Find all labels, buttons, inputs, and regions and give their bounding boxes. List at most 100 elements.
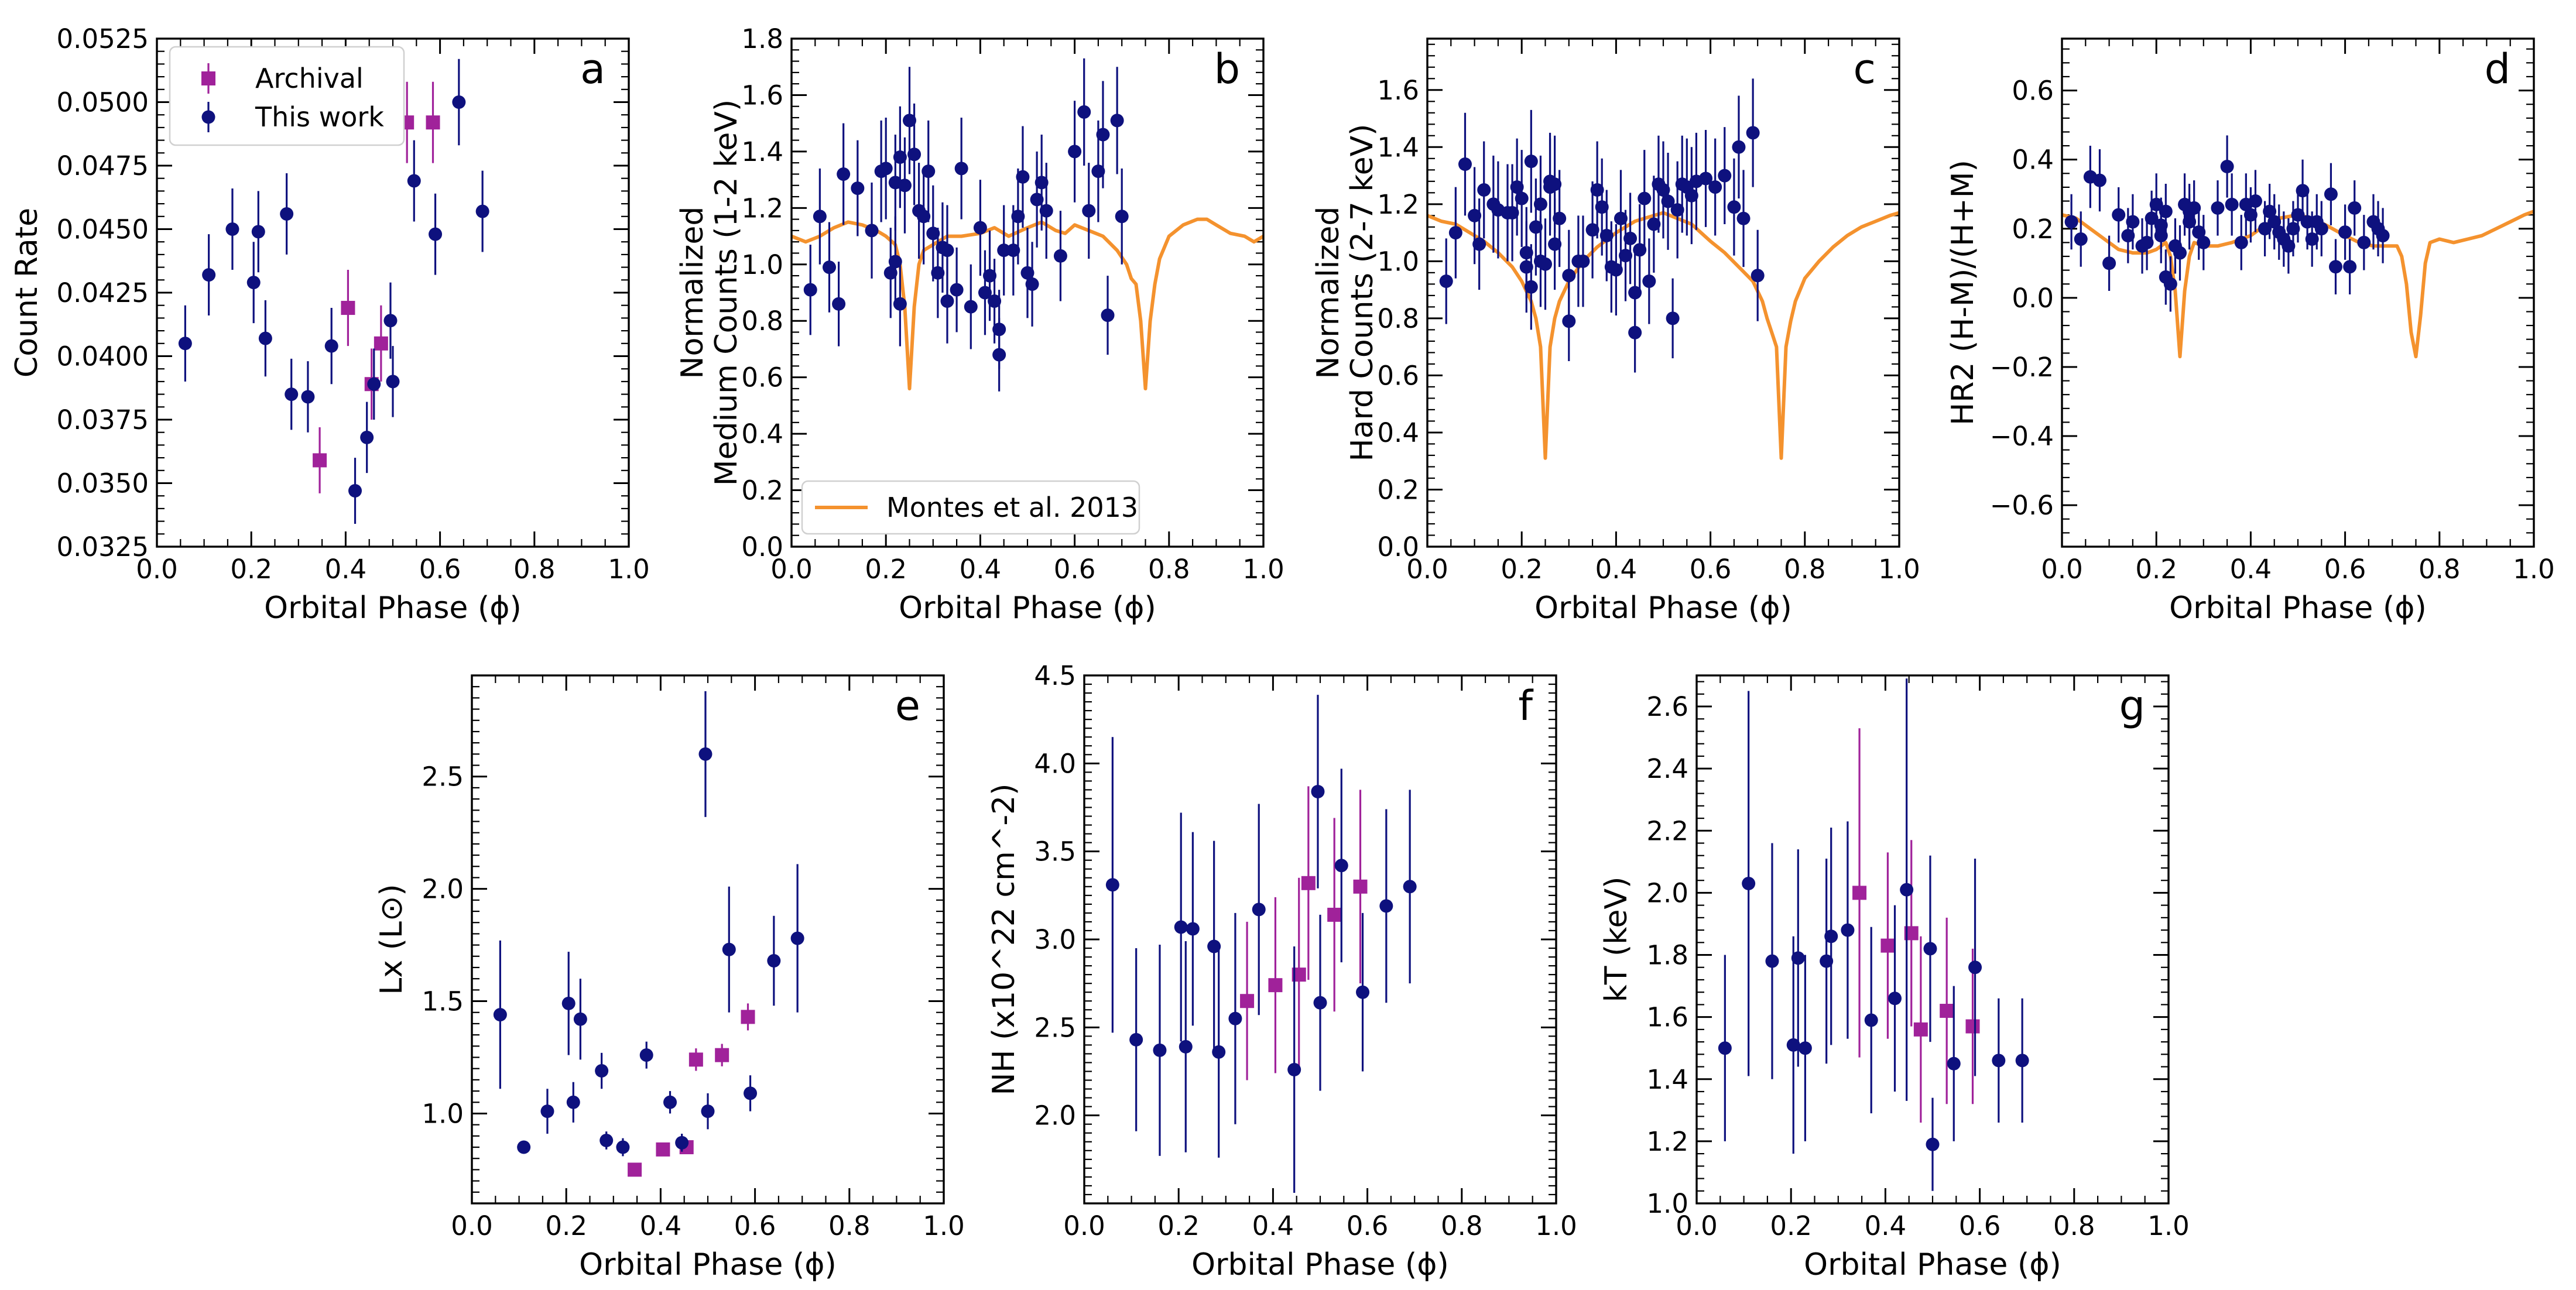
- this-work-point: [1864, 1013, 1878, 1027]
- this-work-point: [1585, 223, 1599, 237]
- this-work-point: [1727, 200, 1741, 214]
- x-axis-label: Orbital Phase (ϕ): [1534, 591, 1792, 626]
- panel-g-data: [1718, 678, 2029, 1191]
- y-tick-label: 0.0350: [57, 468, 149, 499]
- x-tick-label: 0.0: [1063, 1210, 1105, 1241]
- this-work-point: [1025, 277, 1039, 291]
- this-work-point: [2286, 222, 2300, 236]
- panel-b-frame: [790, 37, 1265, 548]
- this-work-point: [2192, 225, 2206, 239]
- y-tick-label: 1.5: [422, 986, 464, 1017]
- this-work-point: [2145, 211, 2159, 225]
- this-work-point: [1947, 1056, 1961, 1071]
- panel-label: g: [2119, 682, 2145, 730]
- this-work-point: [2343, 260, 2357, 274]
- y-tick-label: −0.2: [1990, 352, 2054, 383]
- this-work-point: [1548, 237, 1562, 251]
- y-tick-label: 0.0425: [57, 277, 149, 308]
- this-work-point: [1458, 157, 1472, 171]
- x-tick-label: 0.4: [960, 554, 1002, 585]
- this-work-point: [2154, 229, 2168, 243]
- archival-point: [1240, 994, 1255, 1008]
- x-tick-label: 0.6: [1347, 1210, 1389, 1241]
- this-work-point: [663, 1095, 677, 1109]
- this-work-point: [767, 953, 781, 968]
- this-work-point: [2314, 222, 2328, 236]
- legend-box: [169, 46, 405, 146]
- x-axis-label: Orbital Phase (ϕ): [2169, 591, 2427, 626]
- this-work-point: [1179, 1039, 1193, 1054]
- panel-c-frame: [1426, 37, 1900, 548]
- this-work-point: [561, 996, 576, 1010]
- this-work-point: [917, 210, 931, 224]
- y-tick-label: 1.0: [422, 1098, 464, 1129]
- y-tick-label: 0.0475: [57, 150, 149, 181]
- this-work-point: [1562, 269, 1576, 283]
- this-work-point: [2112, 208, 2126, 222]
- this-work-point: [1590, 183, 1604, 197]
- x-tick-label: 0.2: [865, 554, 907, 585]
- this-work-point: [813, 210, 827, 224]
- this-work-point: [2187, 201, 2201, 215]
- this-work-point: [2173, 246, 2187, 260]
- this-work-point: [1529, 220, 1543, 234]
- this-work-point: [1129, 1032, 1143, 1047]
- y-tick-label: 0.2: [2012, 214, 2054, 245]
- this-work-point: [940, 243, 954, 258]
- this-work-point: [1926, 1137, 1940, 1151]
- this-work-point: [1016, 170, 1030, 184]
- panel-c-data: [1427, 78, 1899, 460]
- this-work-point: [493, 1008, 507, 1022]
- this-work-point: [992, 348, 1006, 362]
- this-work-point: [258, 331, 272, 345]
- x-tick-label: 1.0: [2513, 554, 2555, 585]
- this-work-point: [1595, 200, 1609, 214]
- y-tick-label: 2.2: [1646, 815, 1688, 846]
- this-work-point: [1077, 105, 1091, 119]
- this-work-point: [429, 227, 443, 241]
- this-work-point: [865, 224, 879, 238]
- this-work-point: [1020, 266, 1034, 280]
- this-work-point: [2159, 204, 2173, 218]
- this-work-point: [1609, 263, 1623, 277]
- this-work-point: [2357, 235, 2371, 249]
- x-tick-label: 0.2: [2135, 554, 2177, 585]
- y-tick-label: 0.0375: [57, 404, 149, 435]
- this-work-point: [879, 162, 893, 176]
- this-work-point: [2225, 197, 2239, 211]
- panel-d: 0.0 0.2 0.4 0.6 0.8 1.0 −0.6 −0.4 −0.2 0.0 0.2 0.4 0…: [1945, 37, 2555, 626]
- this-work-point: [2197, 235, 2211, 249]
- y-tick-label: −0.4: [1990, 421, 2054, 452]
- this-work-point: [903, 114, 916, 128]
- this-work-point: [1638, 191, 1652, 205]
- this-work-point: [1628, 325, 1642, 339]
- panel-e-frame: [471, 674, 945, 1205]
- archival-point: [1268, 978, 1283, 993]
- panel-label: c: [1854, 45, 1876, 93]
- this-work-point: [744, 1086, 758, 1100]
- panel-f: 0.0 0.2 0.4 0.6 0.8 1.0 2.0 2.5 3.0 3.5 4.0 4.5 f Orb…: [986, 660, 1577, 1282]
- this-work-point: [983, 269, 997, 283]
- this-work-point: [1888, 991, 1902, 1006]
- x-axis-label: Orbital Phase (ϕ): [899, 591, 1156, 626]
- this-work-point: [251, 225, 265, 239]
- this-work-point: [832, 297, 846, 311]
- this-work-point: [600, 1134, 614, 1148]
- this-work-point: [1992, 1054, 2006, 1068]
- x-tick-label: 0.6: [734, 1210, 776, 1241]
- y-axis-label: kT (keV): [1599, 877, 1634, 1003]
- this-work-point: [324, 339, 338, 353]
- this-work-point: [2248, 194, 2262, 208]
- this-work-point: [367, 377, 381, 391]
- this-work-point: [1647, 217, 1661, 231]
- this-work-point: [803, 283, 817, 297]
- this-work-point: [225, 222, 239, 236]
- this-work-point: [1311, 784, 1325, 798]
- panel-a: 0.0 0.2 0.4 0.6 0.8 1.0 0.0325 0.0350 0.0375 0.04…: [9, 23, 650, 626]
- x-tick-label: 0.8: [2419, 554, 2461, 585]
- y-tick-label: 0.8: [1377, 303, 1419, 334]
- panel-label: b: [1214, 45, 1240, 93]
- y-tick-label: 0.0525: [57, 23, 149, 54]
- x-tick-label: 0.4: [1595, 554, 1638, 585]
- this-work-point: [2211, 201, 2225, 215]
